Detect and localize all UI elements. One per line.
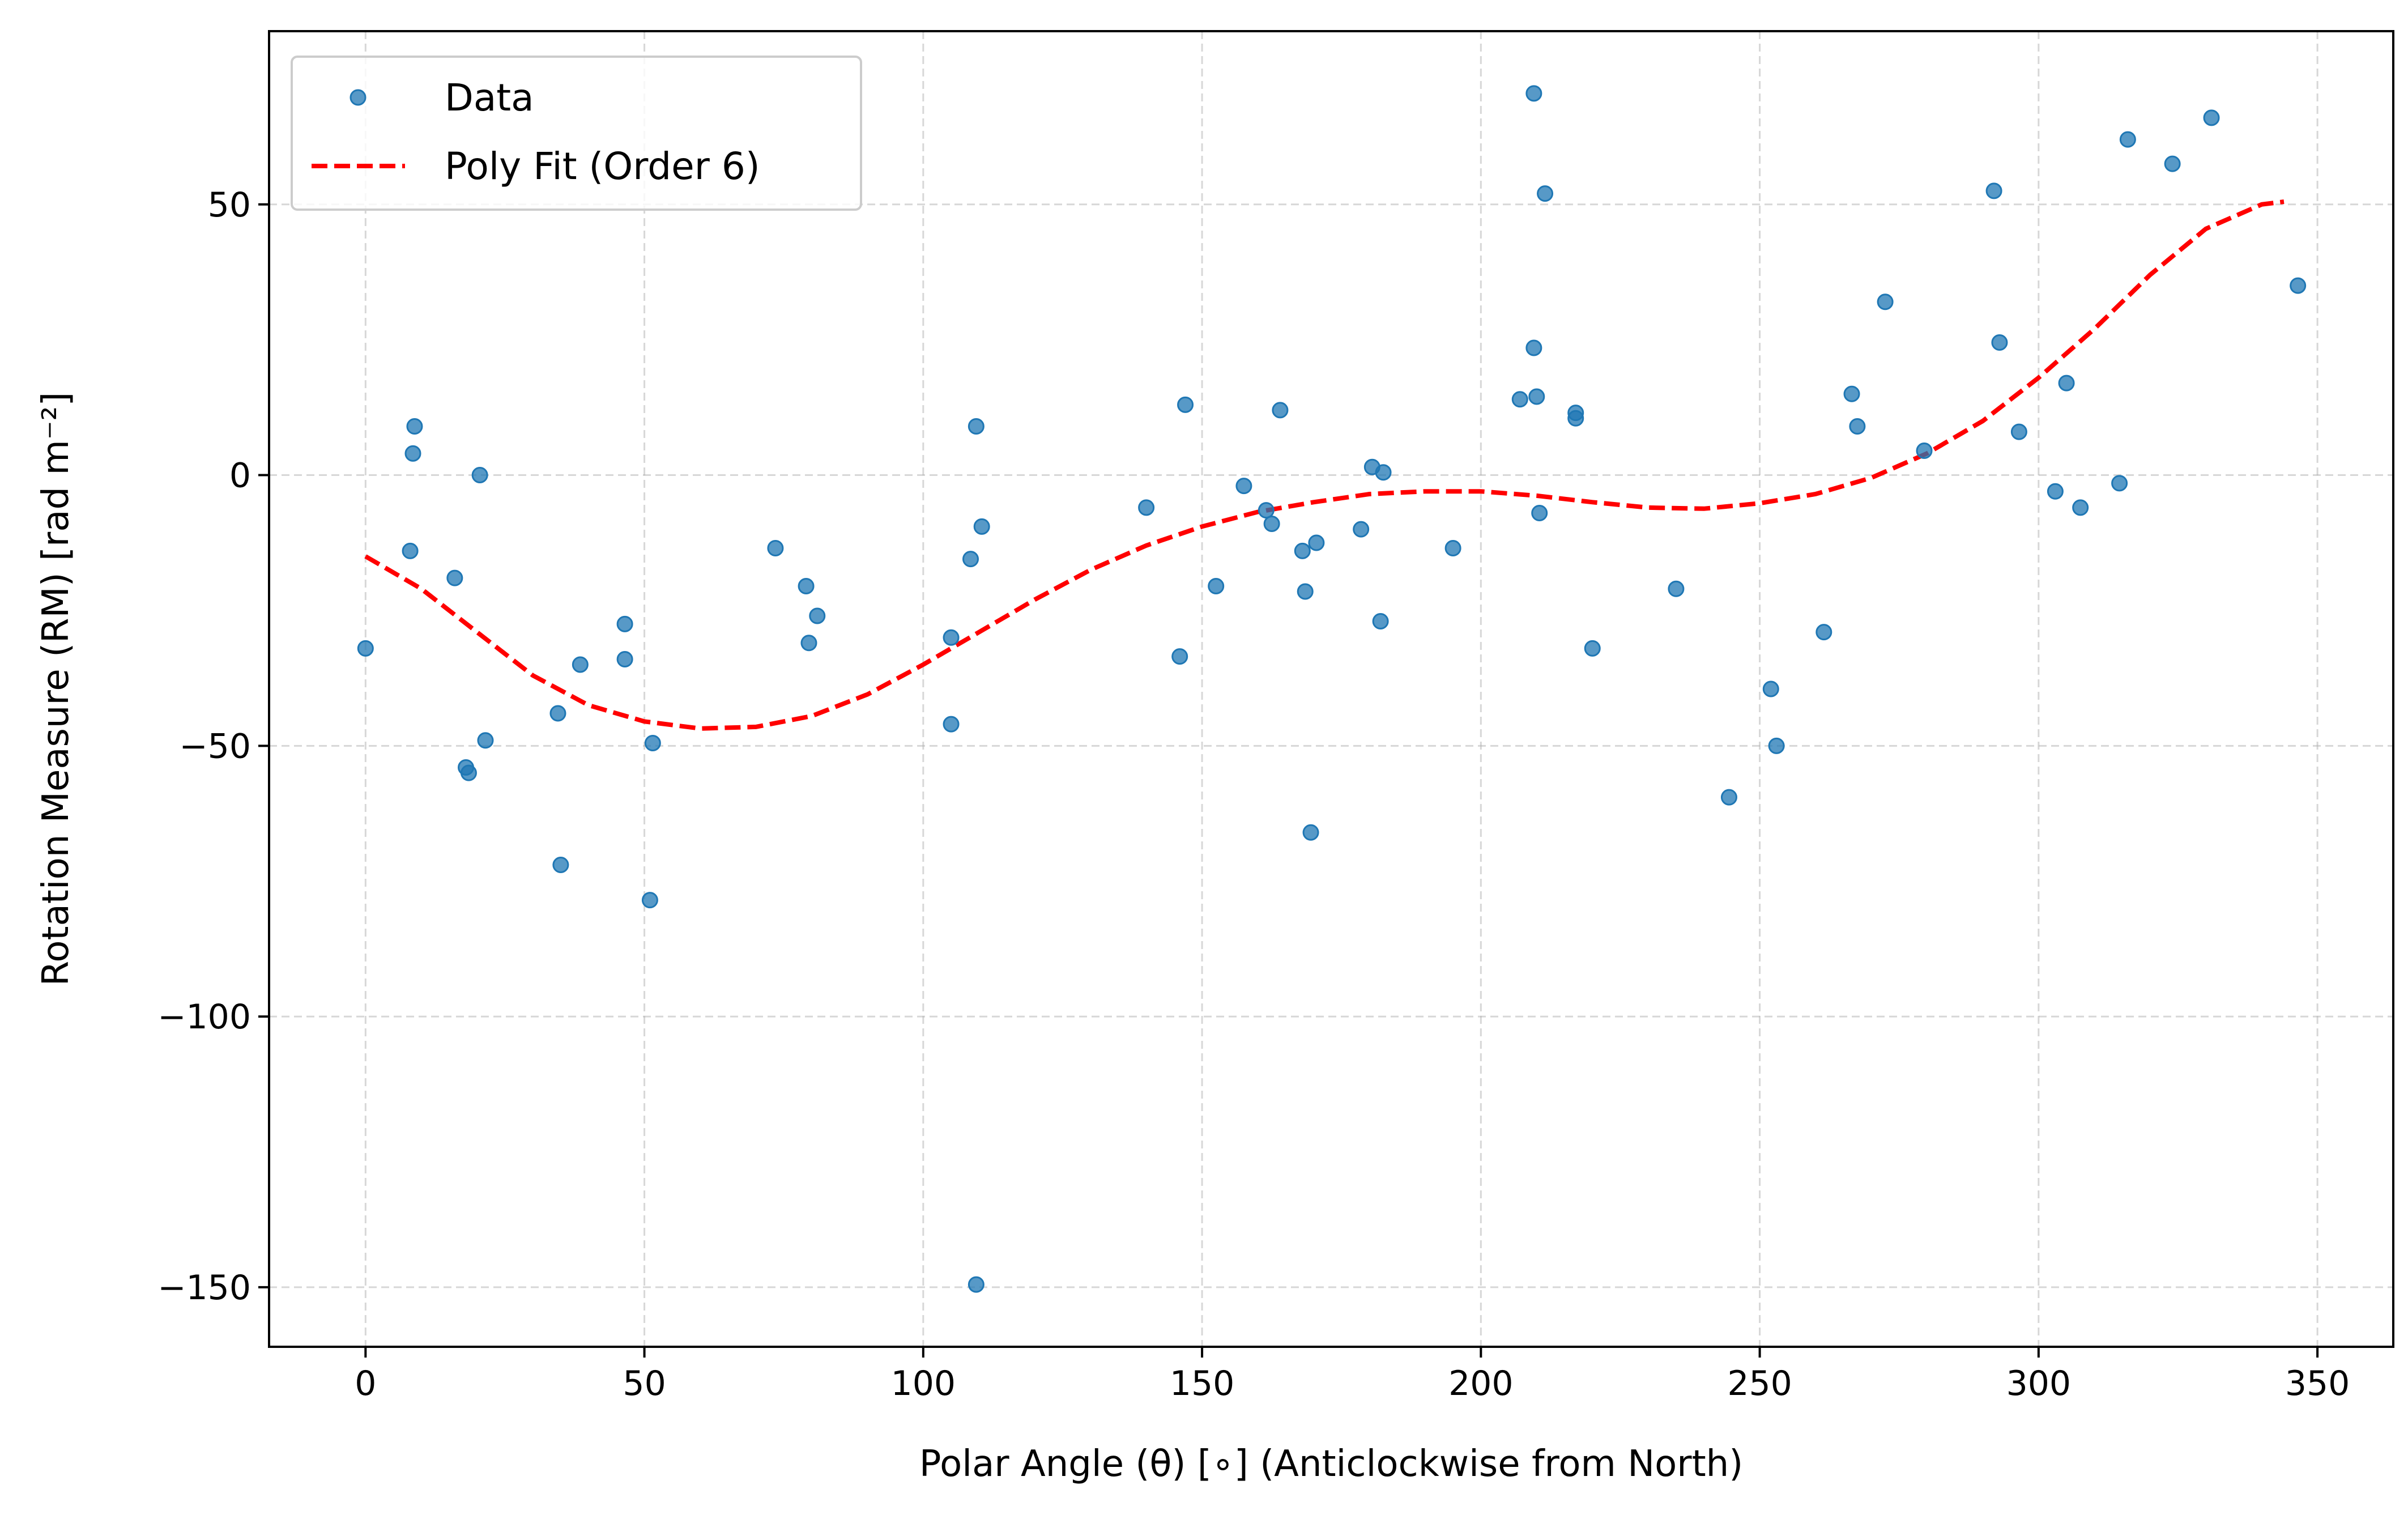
data-point [1762,680,1779,697]
data-point [943,629,960,646]
data-point [1302,824,1319,841]
x-tick-label: 350 [2285,1364,2350,1403]
fit-curve [364,199,2285,731]
data-point [2010,423,2027,440]
data-point [616,650,633,667]
data-point [968,1276,984,1293]
data-point [2047,483,2064,500]
data-point [2058,375,2075,392]
data-point [1208,577,1225,594]
data-point [973,518,990,535]
data-point [2290,277,2307,294]
y-tick-label: −50 [179,726,251,766]
data-point [1511,391,1528,408]
data-point [2119,131,2136,148]
data-point [616,615,633,632]
data-point [1353,521,1370,538]
data-point [767,540,784,557]
x-axis-ticks: 0 50 100 150 200 250 300 350 [355,1347,2350,1403]
data-point [2111,475,2128,492]
x-tick-label: 150 [1170,1364,1235,1403]
data-point [572,656,589,673]
legend-data-marker [350,89,366,106]
data-point [1525,339,1542,356]
data-point [1263,516,1280,533]
data-point [1375,464,1392,481]
data-point [1235,478,1252,495]
data-point [471,467,488,484]
data-point [1177,396,1194,413]
data-point [1567,410,1584,427]
data-point [1537,185,1554,202]
y-tick-label: 50 [208,185,251,225]
x-tick-label: 200 [1448,1364,1514,1403]
legend-box [291,56,862,211]
x-tick-label: 0 [355,1364,376,1403]
data-point [1294,542,1311,559]
data-point [402,542,419,559]
data-point [943,716,960,733]
y-axis-ticks: −150 −100 −50 0 50 [157,185,269,1308]
x-axis-title: Polar Angle (θ) [∘] (Anticlockwise from … [919,1443,1743,1485]
data-point [1720,789,1737,806]
grid-layer [269,31,2393,1347]
x-tick-label: 300 [2006,1364,2072,1403]
data-point [357,640,374,657]
data-point [549,705,566,722]
data-point [1444,540,1461,557]
data-point [1991,334,2008,351]
data-point [1849,418,1866,435]
data-point [1815,624,1832,641]
data-point [1668,580,1685,597]
fit-layer [364,199,2285,731]
data-point [1584,640,1601,657]
data-point [2164,155,2181,172]
data-point [1171,648,1188,665]
y-tick-label: −100 [157,997,251,1037]
data-point [1372,613,1389,630]
x-tick-label: 50 [623,1364,666,1403]
data-point [1531,504,1548,521]
data-point [1985,182,2002,199]
data-point [477,732,494,749]
data-point [406,418,423,435]
points-layer [357,85,2307,1293]
data-point [446,569,463,586]
data-point [1916,443,1933,460]
data-point [2072,499,2089,516]
data-point [404,445,421,462]
data-point [798,577,815,594]
data-point [644,735,661,752]
legend-fit-label: Poly Fit (Order 6) [445,144,760,188]
data-point [1528,388,1545,405]
data-point [1525,85,1542,102]
data-point [962,551,979,568]
data-point [1297,583,1314,600]
data-point [641,892,658,909]
y-tick-label: 0 [229,456,251,496]
x-tick-label: 250 [1727,1364,1792,1403]
legend: Data Poly Fit (Order 6) [291,56,862,211]
data-point [809,607,826,624]
y-tick-label: −150 [157,1268,251,1308]
data-point [2203,109,2220,126]
data-point [1272,402,1289,419]
x-tick-label: 100 [891,1364,956,1403]
data-point [1877,293,1894,310]
data-point [968,418,984,435]
data-point [460,764,477,781]
data-point [1138,499,1155,516]
plot-frame [268,30,2394,1348]
legend-data-label: Data [445,76,534,120]
data-point [552,857,569,874]
data-point [1843,385,1860,402]
data-point [1258,502,1275,519]
data-point [1308,534,1325,551]
data-point [800,635,817,652]
data-point [1768,737,1785,754]
y-axis-title: Rotation Measure (RM) [rad m⁻²] [35,392,77,986]
